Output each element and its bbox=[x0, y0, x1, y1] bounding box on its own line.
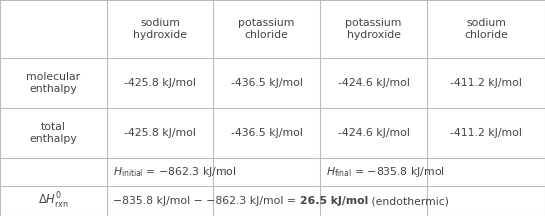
Text: total
enthalpy: total enthalpy bbox=[29, 122, 77, 144]
Text: -424.6 kJ/mol: -424.6 kJ/mol bbox=[337, 128, 409, 138]
Text: 26.5 kJ/mol: 26.5 kJ/mol bbox=[300, 196, 368, 206]
Text: -425.8 kJ/mol: -425.8 kJ/mol bbox=[124, 128, 196, 138]
Text: -424.6 kJ/mol: -424.6 kJ/mol bbox=[337, 78, 409, 88]
Text: -436.5 kJ/mol: -436.5 kJ/mol bbox=[231, 78, 302, 88]
Text: $\mathit{H}_{\mathsf{initial}}$ = −862.3 kJ/mol: $\mathit{H}_{\mathsf{initial}}$ = −862.3… bbox=[113, 165, 237, 179]
Text: -436.5 kJ/mol: -436.5 kJ/mol bbox=[231, 128, 302, 138]
Text: potassium
chloride: potassium chloride bbox=[238, 18, 295, 40]
Text: sodium
hydroxide: sodium hydroxide bbox=[133, 18, 187, 40]
Text: −835.8 kJ/mol − −862.3 kJ/mol =: −835.8 kJ/mol − −862.3 kJ/mol = bbox=[113, 196, 300, 206]
Text: -411.2 kJ/mol: -411.2 kJ/mol bbox=[450, 78, 522, 88]
Text: -411.2 kJ/mol: -411.2 kJ/mol bbox=[450, 128, 522, 138]
Text: sodium
chloride: sodium chloride bbox=[464, 18, 508, 40]
Text: $\Delta H^0_{\mathsf{rxn}}$: $\Delta H^0_{\mathsf{rxn}}$ bbox=[38, 191, 69, 211]
Text: -425.8 kJ/mol: -425.8 kJ/mol bbox=[124, 78, 196, 88]
Text: molecular
enthalpy: molecular enthalpy bbox=[27, 72, 81, 94]
Text: (endothermic): (endothermic) bbox=[368, 196, 449, 206]
Text: potassium
hydroxide: potassium hydroxide bbox=[346, 18, 402, 40]
Text: $\mathit{H}_{\mathsf{final}}$ = −835.8 kJ/mol: $\mathit{H}_{\mathsf{final}}$ = −835.8 k… bbox=[326, 165, 445, 179]
